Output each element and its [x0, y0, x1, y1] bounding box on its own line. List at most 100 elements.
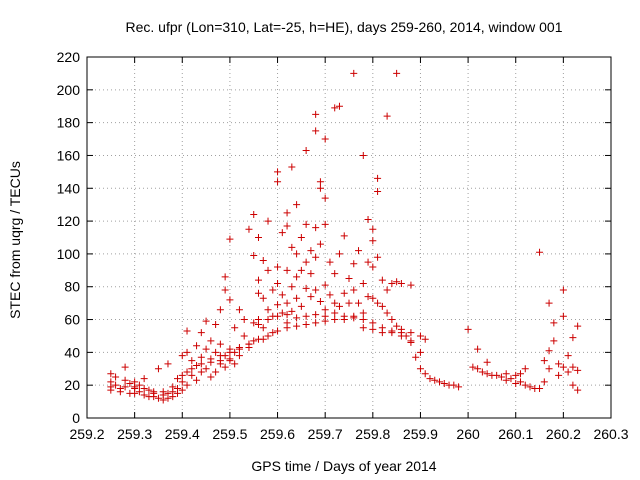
data-point — [393, 278, 401, 286]
data-point — [369, 294, 377, 302]
data-point — [216, 306, 224, 314]
data-point — [345, 299, 353, 307]
data-point — [335, 302, 343, 310]
data-point — [183, 327, 191, 335]
data-point — [359, 324, 367, 332]
data-point — [364, 293, 372, 301]
data-point — [388, 329, 396, 337]
data-point — [350, 260, 358, 268]
data-point — [540, 357, 548, 365]
data-point — [159, 396, 167, 404]
data-point — [207, 337, 215, 345]
data-point — [574, 386, 582, 394]
data-point — [154, 365, 162, 373]
data-point — [369, 325, 377, 333]
data-point — [550, 337, 558, 345]
data-point — [307, 270, 315, 278]
data-point — [188, 365, 196, 373]
data-point — [431, 376, 439, 384]
data-point — [426, 375, 434, 383]
x-tick-label: 259.4 — [165, 426, 200, 442]
data-point — [321, 312, 329, 320]
data-point — [264, 332, 272, 340]
data-point — [374, 253, 382, 261]
data-point — [564, 352, 572, 360]
data-point — [440, 380, 448, 388]
data-point — [412, 353, 420, 361]
data-point — [374, 188, 382, 196]
data-point — [331, 299, 339, 307]
data-point — [174, 375, 182, 383]
data-point — [393, 69, 401, 77]
data-point — [250, 211, 258, 219]
data-point — [197, 353, 205, 361]
data-point — [283, 266, 291, 274]
data-point — [264, 316, 272, 324]
data-point — [302, 320, 310, 328]
data-point — [316, 297, 324, 305]
data-point — [474, 345, 482, 353]
data-point — [254, 289, 262, 297]
data-point — [312, 224, 320, 232]
data-point — [512, 371, 520, 379]
data-point — [235, 345, 243, 353]
data-point — [312, 311, 320, 319]
data-point — [164, 360, 172, 368]
data-point — [312, 127, 320, 135]
data-point — [559, 312, 567, 320]
data-point — [274, 301, 282, 309]
data-point — [350, 312, 358, 320]
data-point — [178, 378, 186, 386]
data-point — [274, 279, 282, 287]
y-tick-label: 100 — [57, 246, 81, 262]
data-point — [407, 339, 415, 347]
data-point — [540, 378, 548, 386]
data-point — [259, 256, 267, 264]
data-point — [550, 319, 558, 327]
data-point — [469, 363, 477, 371]
data-point — [293, 250, 301, 258]
data-point — [307, 293, 315, 301]
data-point — [250, 319, 258, 327]
data-point — [569, 363, 577, 371]
data-point — [293, 201, 301, 209]
data-point — [316, 240, 324, 248]
data-point — [555, 371, 563, 379]
data-point — [497, 373, 505, 381]
data-point — [169, 388, 177, 396]
data-point — [183, 368, 191, 376]
data-point — [197, 360, 205, 368]
data-point — [121, 383, 129, 391]
y-tick-label: 200 — [57, 82, 81, 98]
x-tick-labels: 259.2 259.3 259.4 259.5 259.6 259.7 259.8 259.9… — [69, 426, 628, 442]
data-point — [369, 319, 377, 327]
data-point — [140, 384, 148, 392]
data-point — [321, 135, 329, 143]
data-point — [131, 389, 139, 397]
data-point — [574, 322, 582, 330]
data-point — [326, 258, 334, 266]
data-point — [107, 386, 115, 394]
data-point — [502, 370, 510, 378]
data-point — [226, 348, 234, 356]
data-point — [212, 320, 220, 328]
data-point — [188, 357, 196, 365]
data-point — [450, 381, 458, 389]
data-point — [135, 381, 143, 389]
data-point — [145, 386, 153, 394]
y-tick-label: 20 — [64, 377, 80, 393]
data-point — [245, 225, 253, 233]
data-point — [493, 371, 501, 379]
data-point — [278, 229, 286, 237]
data-point — [274, 178, 282, 186]
x-tick-label: 260.2 — [546, 426, 581, 442]
data-point — [312, 110, 320, 118]
data-point — [350, 69, 358, 77]
data-point — [421, 370, 429, 378]
data-point — [564, 368, 572, 376]
data-point — [269, 329, 277, 337]
data-point — [383, 112, 391, 120]
data-point — [369, 225, 377, 233]
data-point — [140, 391, 148, 399]
data-point — [126, 380, 134, 388]
